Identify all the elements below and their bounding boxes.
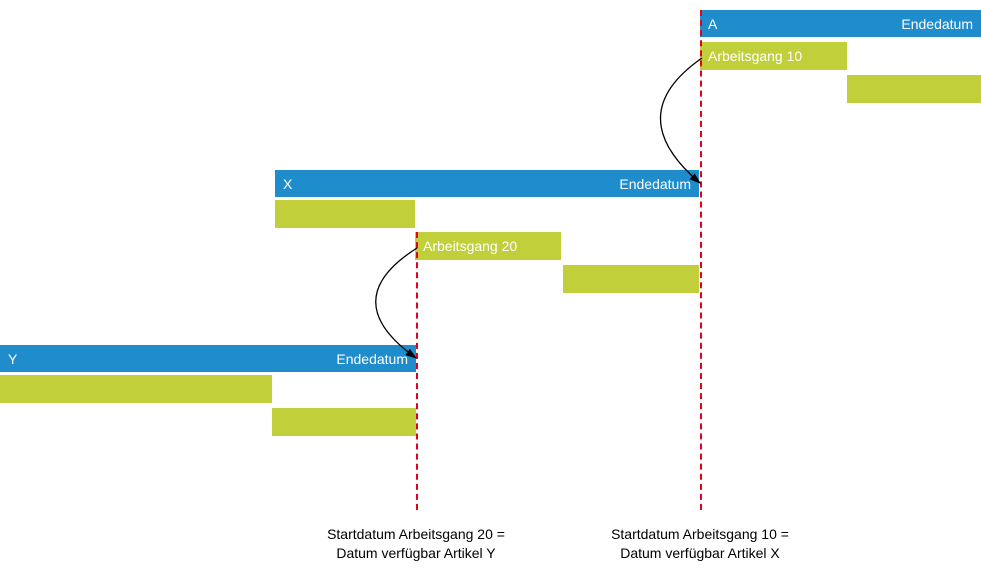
arrow-a-to-x [0, 0, 981, 584]
vline-left [416, 232, 418, 510]
group-a-header-right: Endedatum [901, 16, 973, 32]
group-x-op-20-label: Arbeitsgang 20 [423, 238, 517, 254]
group-x-header-left: X [283, 176, 292, 192]
group-a-op-10-label: Arbeitsgang 10 [708, 48, 802, 64]
group-y-header: Y Endedatum [0, 345, 416, 372]
group-x-header: X Endedatum [275, 170, 699, 197]
group-y-op-2 [272, 408, 416, 436]
caption-right: Startdatum Arbeitsgang 10 = Datum verfüg… [570, 525, 830, 563]
group-y-header-left: Y [8, 351, 17, 367]
arrow-x-to-y [0, 0, 981, 584]
group-y-header-right: Endedatum [336, 351, 408, 367]
caption-left-line1: Startdatum Arbeitsgang 20 = [327, 526, 505, 542]
group-y-op-1 [0, 375, 272, 403]
group-x-op-20: Arbeitsgang 20 [415, 232, 561, 260]
group-a-op-20 [847, 75, 981, 103]
caption-left-line2: Datum verfügbar Artikel Y [336, 545, 495, 561]
vline-right [700, 10, 702, 510]
group-a-header-left: A [708, 16, 717, 32]
caption-right-line2: Datum verfügbar Artikel X [620, 545, 780, 561]
group-x-op-3 [563, 265, 699, 293]
caption-left: Startdatum Arbeitsgang 20 = Datum verfüg… [286, 525, 546, 563]
group-a-op-10: Arbeitsgang 10 [700, 42, 847, 70]
group-x-header-right: Endedatum [619, 176, 691, 192]
group-a-header: A Endedatum [700, 10, 981, 37]
caption-right-line1: Startdatum Arbeitsgang 10 = [611, 526, 789, 542]
group-x-op-1 [275, 200, 415, 228]
